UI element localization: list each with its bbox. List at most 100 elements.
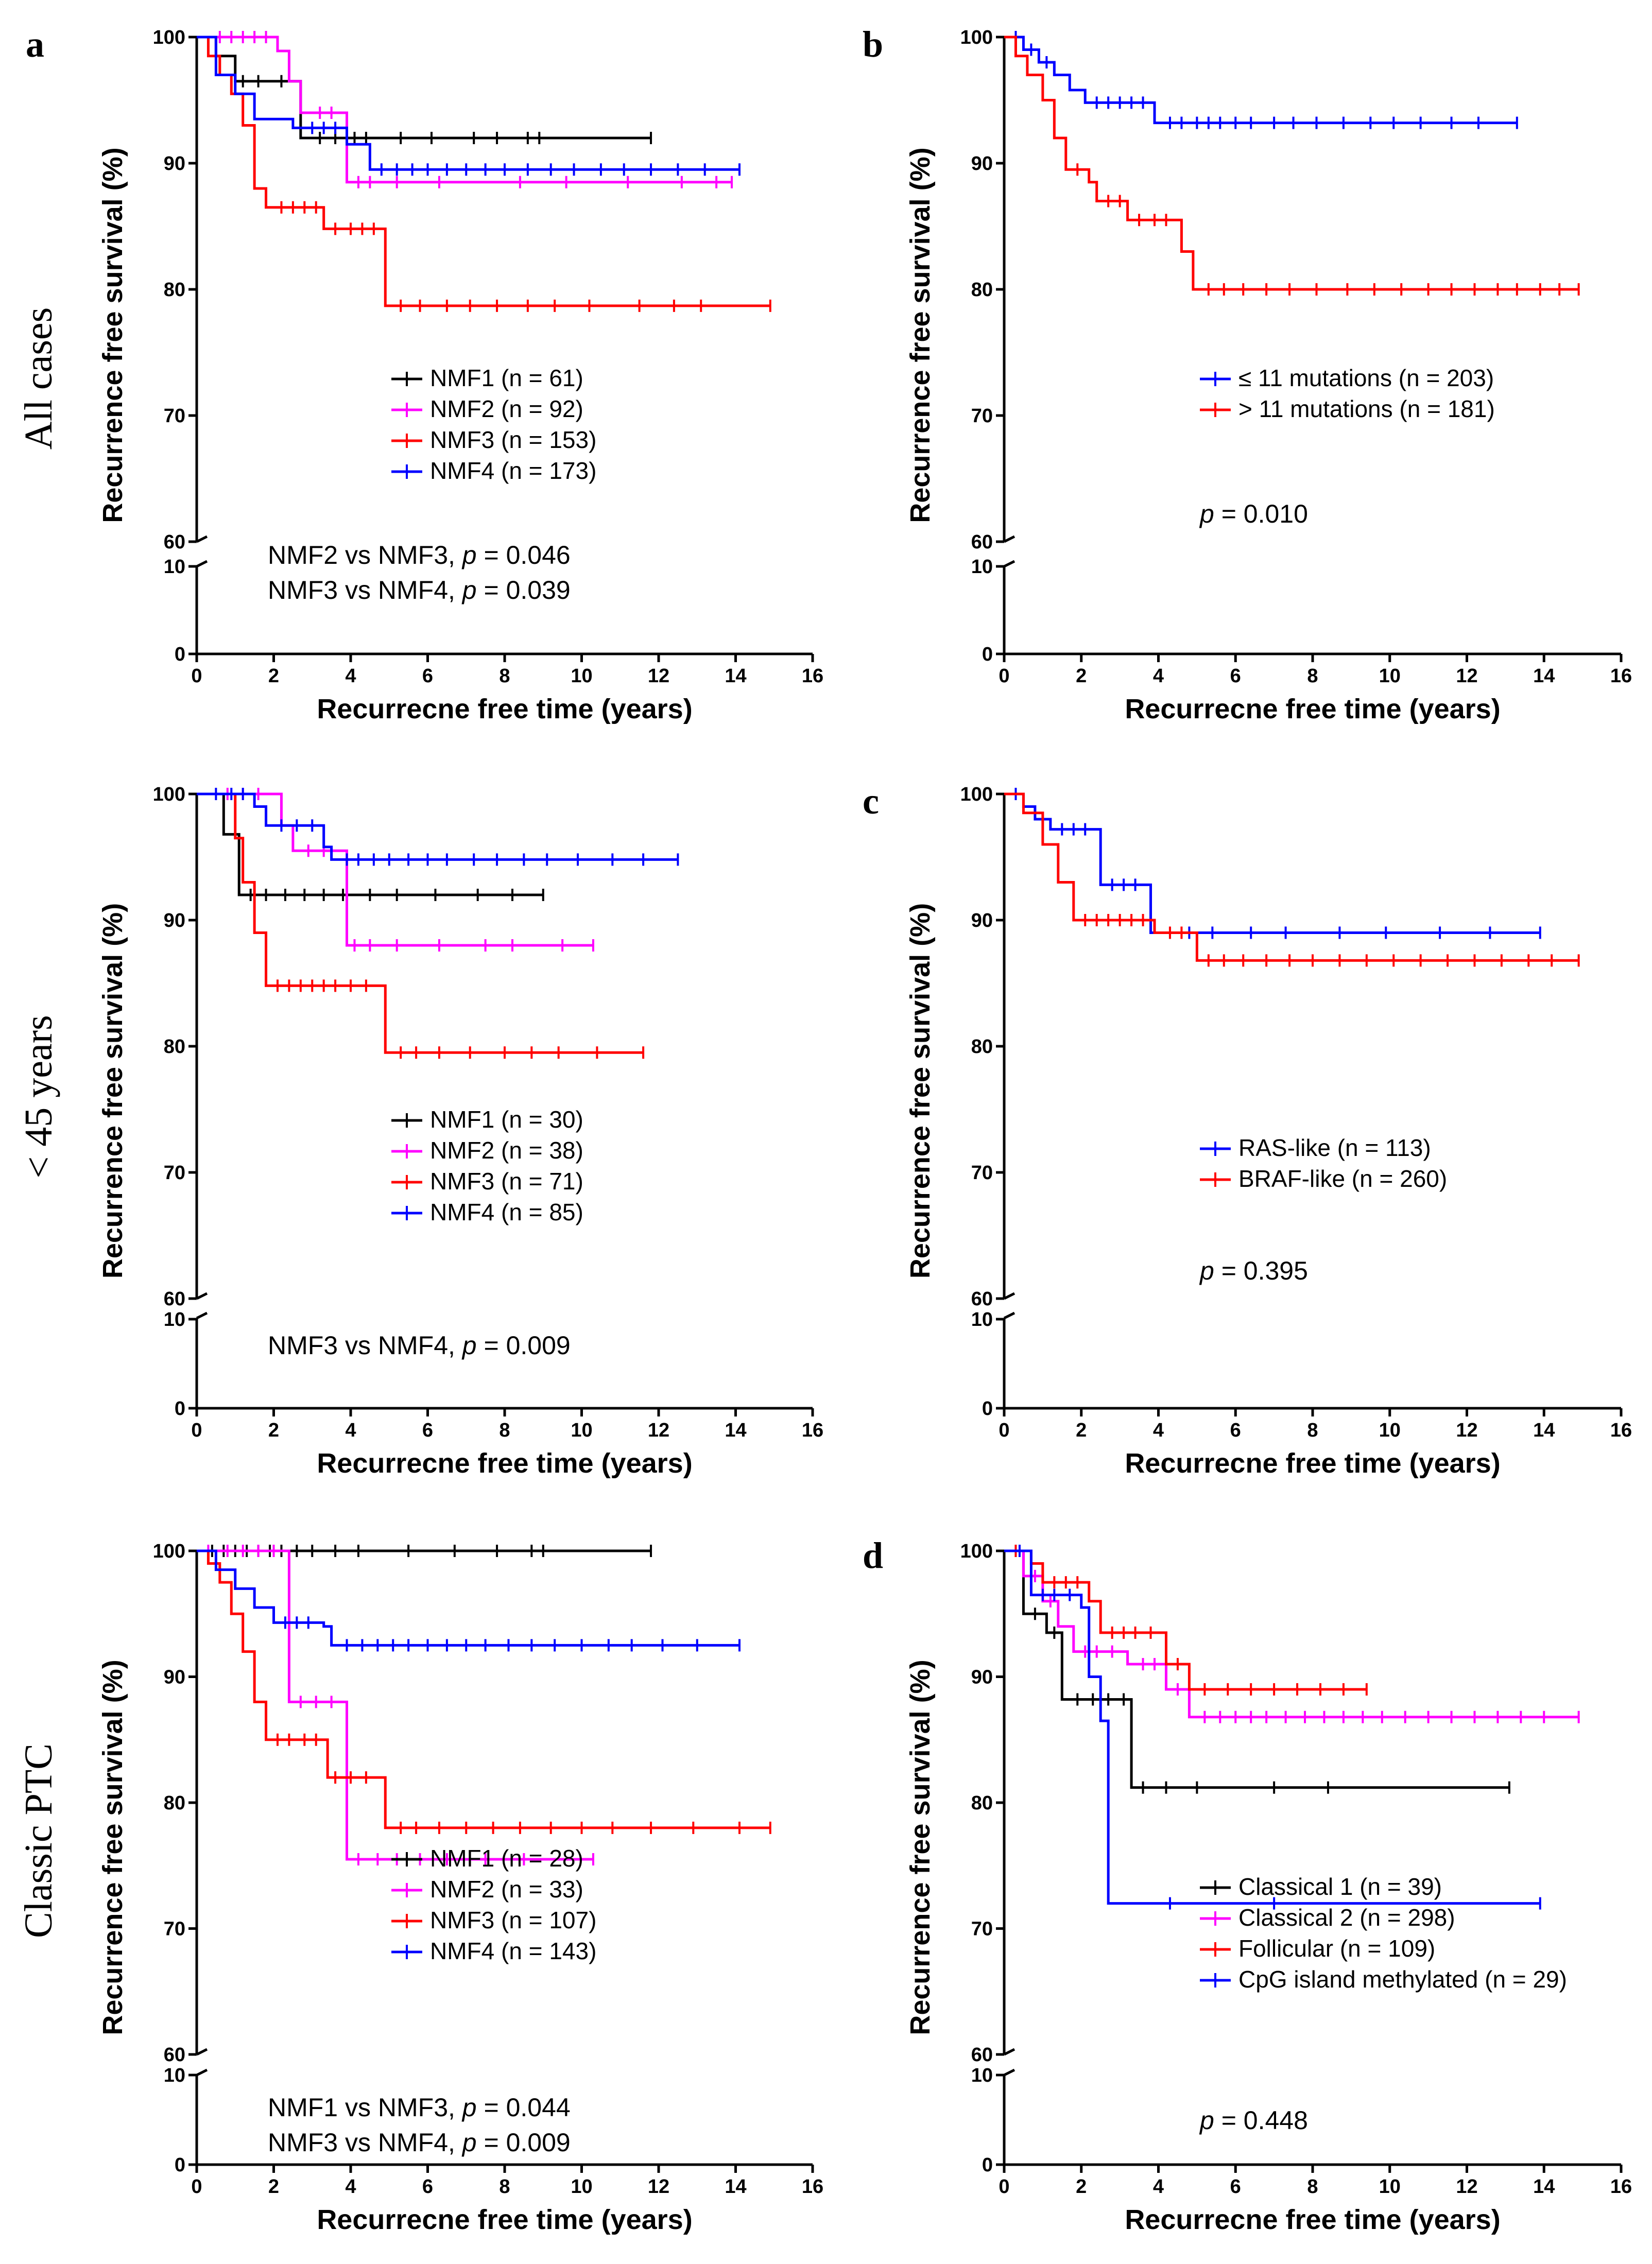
x-tick-label: 4 xyxy=(1153,2176,1164,2198)
y-tick-label: 100 xyxy=(960,27,993,48)
x-tick-label: 10 xyxy=(1379,1420,1401,1441)
x-tick-label: 4 xyxy=(345,1420,356,1441)
axis-break-mark xyxy=(196,2048,208,2056)
y-tick-label: 80 xyxy=(164,279,185,301)
legend-label: NMF4 (n = 85) xyxy=(430,1199,583,1225)
y-tick-label: 100 xyxy=(960,1541,993,1562)
p-value-annotation: NMF1 vs NMF3, p = 0.044 xyxy=(268,2093,571,2122)
y-tick-label: 100 xyxy=(153,1541,185,1562)
axis-break-mark xyxy=(1003,535,1016,543)
x-tick-label: 2 xyxy=(1076,2176,1087,2198)
y-tick-label: 0 xyxy=(175,2154,185,2176)
axis-break-mark xyxy=(196,560,208,568)
x-tick-label: 0 xyxy=(191,2176,202,2198)
x-axis-title: Recurrecne free time (years) xyxy=(317,1448,692,1479)
x-tick-label: 16 xyxy=(1610,1420,1632,1441)
y-tick-label: 60 xyxy=(971,1288,993,1310)
legend-label: NMF1 (n = 28) xyxy=(430,1845,583,1872)
x-tick-label: 2 xyxy=(268,665,279,687)
x-tick-label: 12 xyxy=(1456,2176,1477,2198)
y-tick-label: 10 xyxy=(971,2065,993,2086)
axis-break-mark xyxy=(1003,1311,1016,1320)
y-axis-title: Recurrence free survival (%) xyxy=(97,147,128,523)
x-tick-label: 14 xyxy=(725,2176,746,2198)
p-value-annotation: NMF3 vs NMF4, p = 0.009 xyxy=(268,2128,571,2157)
y-tick-label: 60 xyxy=(971,2044,993,2066)
x-tick-label: 10 xyxy=(571,1420,592,1441)
x-tick-label: 8 xyxy=(499,2176,510,2198)
x-tick-label: 4 xyxy=(1153,665,1164,687)
survival-curve-1 xyxy=(1004,792,1540,934)
legend-label: NMF1 (n = 61) xyxy=(430,365,583,391)
survival-curve-3 xyxy=(197,792,644,1054)
x-tick-label: 0 xyxy=(191,1420,202,1441)
survival-curve-1 xyxy=(197,792,543,896)
x-tick-label: 14 xyxy=(725,665,746,687)
x-axis-title: Recurrecne free time (years) xyxy=(1125,694,1500,724)
y-tick-label: 0 xyxy=(982,2154,993,2176)
km-panel-2: b 0 2 4 6 8 10 12 14 16 60 70 80 90 100 0 10 Recurrence f… xyxy=(863,24,1632,724)
legend-label: NMF2 (n = 92) xyxy=(430,395,583,422)
y-tick-label: 10 xyxy=(164,2065,185,2086)
axis-break-mark xyxy=(1003,1292,1016,1300)
y-tick-label: 100 xyxy=(153,27,185,48)
p-value-annotation: p = 0.395 xyxy=(1199,1256,1308,1285)
p-value-annotation: NMF3 vs NMF4, p = 0.039 xyxy=(268,576,571,604)
x-tick-label: 8 xyxy=(1307,665,1318,687)
x-tick-label: 10 xyxy=(1379,2176,1401,2198)
y-tick-label: 10 xyxy=(164,1309,185,1330)
x-tick-label: 4 xyxy=(1153,1420,1164,1441)
survival-curve-4 xyxy=(1004,1549,1540,1905)
km-panel-3: 0 2 4 6 8 10 12 14 16 60 70 80 90 100 0 10 Recurrence fr… xyxy=(97,784,823,1479)
survival-curve-4 xyxy=(197,792,678,861)
row-label: All cases xyxy=(17,307,60,450)
x-tick-label: 14 xyxy=(1533,1420,1555,1441)
legend-label: NMF4 (n = 143) xyxy=(430,1938,596,1964)
y-tick-label: 10 xyxy=(164,556,185,578)
panel-letter-c: c xyxy=(863,781,879,822)
x-tick-label: 2 xyxy=(1076,1420,1087,1441)
y-tick-label: 100 xyxy=(153,784,185,805)
row-label: < 45 years xyxy=(17,1015,60,1178)
axis-break-mark xyxy=(196,1311,208,1320)
y-tick-label: 90 xyxy=(164,153,185,175)
y-tick-label: 80 xyxy=(971,1036,993,1058)
y-tick-label: 0 xyxy=(982,644,993,665)
survival-curve-4 xyxy=(197,36,739,171)
survival-curve-1 xyxy=(197,36,651,140)
legend-label: RAS-like (n = 113) xyxy=(1238,1134,1431,1161)
x-tick-label: 12 xyxy=(648,665,669,687)
legend-label: Follicular (n = 109) xyxy=(1238,1935,1435,1962)
x-tick-label: 4 xyxy=(345,665,356,687)
y-tick-label: 90 xyxy=(164,1667,185,1688)
legend-label: NMF2 (n = 33) xyxy=(430,1876,583,1903)
survival-curve-2 xyxy=(197,1549,593,1861)
y-tick-label: 60 xyxy=(971,531,993,553)
x-tick-label: 16 xyxy=(802,665,823,687)
axis-break-mark xyxy=(1003,560,1016,568)
p-value-annotation: NMF2 vs NMF3, p = 0.046 xyxy=(268,541,571,569)
survival-curve-3 xyxy=(197,36,770,307)
legend-label: Classical 1 (n = 39) xyxy=(1238,1873,1442,1900)
y-tick-label: 70 xyxy=(971,1162,993,1184)
y-axis-title: Recurrence free survival (%) xyxy=(97,903,128,1278)
y-tick-label: 80 xyxy=(971,1792,993,1814)
x-tick-label: 6 xyxy=(422,1420,433,1441)
x-tick-label: 10 xyxy=(571,2176,592,2198)
survival-curve-3 xyxy=(1004,1549,1367,1691)
y-tick-label: 10 xyxy=(971,1309,993,1330)
legend-label: NMF4 (n = 173) xyxy=(430,457,596,484)
y-tick-label: 70 xyxy=(164,405,185,427)
x-axis-title: Recurrecne free time (years) xyxy=(317,2204,692,2235)
survival-curve-2 xyxy=(1004,36,1579,291)
x-tick-label: 6 xyxy=(1230,2176,1241,2198)
axis-break-mark xyxy=(1003,2048,1016,2056)
y-tick-label: 80 xyxy=(164,1792,185,1814)
y-tick-label: 70 xyxy=(971,1919,993,1940)
x-tick-label: 0 xyxy=(191,665,202,687)
y-tick-label: 80 xyxy=(164,1036,185,1058)
y-tick-label: 90 xyxy=(164,910,185,931)
x-tick-label: 0 xyxy=(999,665,1009,687)
x-tick-label: 8 xyxy=(1307,2176,1318,2198)
y-tick-label: 80 xyxy=(971,279,993,301)
